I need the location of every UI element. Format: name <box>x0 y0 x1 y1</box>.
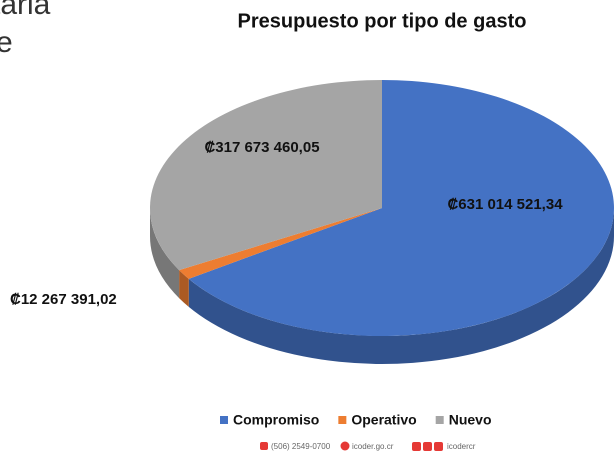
slice <box>179 208 382 279</box>
footer-web: icoder.go.cr <box>352 442 394 451</box>
chart-title: Presupuesto por tipo de gasto <box>238 10 527 32</box>
social-icon <box>412 442 421 451</box>
slice <box>150 80 382 271</box>
legend-swatch <box>435 416 444 424</box>
slice-side <box>179 270 189 307</box>
legend: Compromiso Operativo Nuevo <box>220 412 492 428</box>
background-text: taria <box>0 0 51 21</box>
slice <box>188 80 614 337</box>
social-icon <box>423 442 432 451</box>
legend-swatch <box>220 416 228 424</box>
legend-label: Compromiso <box>233 412 319 428</box>
slice-side <box>188 208 614 364</box>
slice-side <box>150 208 180 299</box>
pie: ₡631 014 521,34 ₡12 267 391,02 ₡317 673 46… <box>10 80 614 364</box>
data-label: ₡12 267 391,02 <box>10 291 117 308</box>
social-icon <box>434 442 443 451</box>
legend-swatch <box>338 416 347 424</box>
footer-social: icodercr <box>447 442 476 451</box>
footer-phone: (506) 2549-0700 <box>271 442 331 451</box>
background-text: e <box>0 26 13 59</box>
data-label: ₡631 014 521,34 <box>447 196 563 213</box>
web-icon <box>340 441 350 451</box>
footer: (506) 2549-0700 icoder.go.cr icodercr <box>260 441 476 451</box>
legend-label: Operativo <box>351 412 416 428</box>
phone-icon <box>260 442 268 450</box>
data-label: ₡317 673 460,05 <box>204 139 319 156</box>
legend-label: Nuevo <box>449 412 492 428</box>
